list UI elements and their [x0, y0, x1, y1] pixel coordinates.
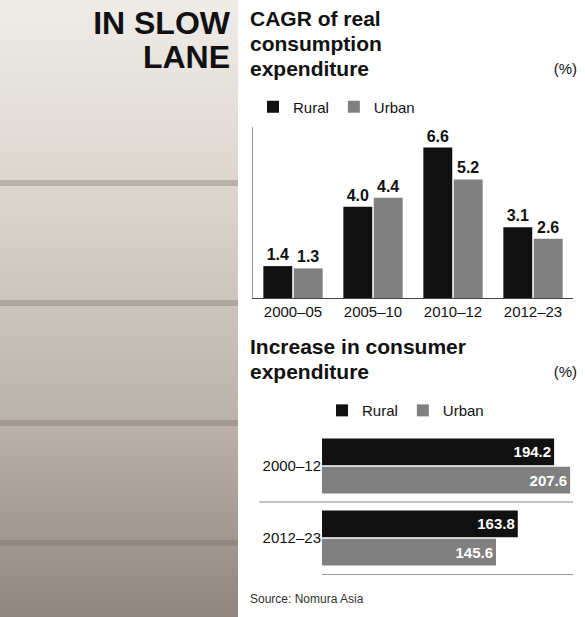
svg-text:145.6: 145.6: [455, 544, 493, 561]
html-text:Increase in consumer: Increase in consumer: [250, 335, 466, 358]
svg-text:2000–05: 2000–05: [264, 303, 322, 320]
svg-text:2010–12: 2010–12: [424, 303, 482, 320]
svg-text:4.0: 4.0: [347, 187, 369, 204]
html-text:expenditure: expenditure: [250, 360, 369, 383]
svg-text:Rural: Rural: [293, 99, 329, 116]
svg-text:Rural: Rural: [362, 402, 398, 419]
svg-text:Urban: Urban: [443, 402, 484, 419]
html-text:LANE: LANE: [142, 39, 230, 75]
svg-text:207.6: 207.6: [530, 472, 568, 489]
html-text:IN SLOW: IN SLOW: [93, 5, 230, 41]
svg-text:Urban: Urban: [374, 99, 415, 116]
svg-text:2012–23: 2012–23: [263, 529, 321, 546]
svg-text:6.6: 6.6: [427, 128, 449, 145]
svg-text:1.3: 1.3: [297, 248, 319, 265]
html-text:consumption: consumption: [250, 32, 382, 55]
svg-text:5.2: 5.2: [457, 159, 479, 176]
html-text:Source: Nomura Asia: Source: Nomura Asia: [250, 592, 364, 606]
svg-text:2000–12: 2000–12: [263, 457, 321, 474]
html-text:expenditure: expenditure: [250, 57, 369, 80]
svg-text:4.4: 4.4: [377, 178, 399, 195]
svg-text:3.1: 3.1: [507, 207, 529, 224]
svg-text:163.8: 163.8: [477, 515, 515, 532]
html-text:CAGR of real: CAGR of real: [250, 7, 381, 30]
svg-text:194.2: 194.2: [514, 443, 552, 460]
svg-text:2012–23: 2012–23: [504, 303, 562, 320]
svg-text:2.6: 2.6: [537, 219, 559, 236]
svg-text:2005–10: 2005–10: [344, 303, 402, 320]
svg-text:1.4: 1.4: [267, 246, 289, 263]
